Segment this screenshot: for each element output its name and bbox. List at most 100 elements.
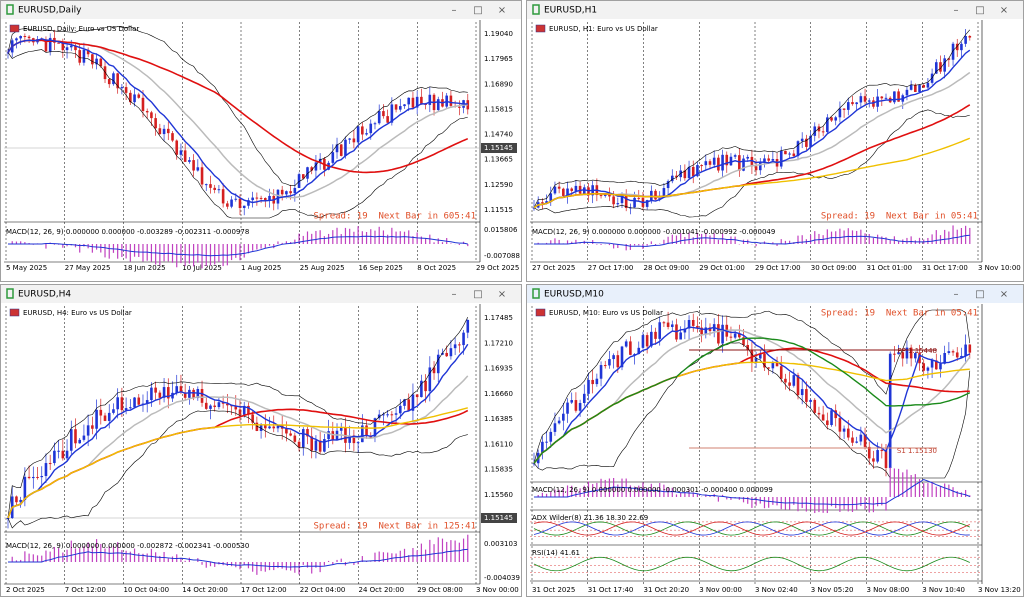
- candle-body: [61, 42, 65, 51]
- candle-body: [955, 43, 959, 51]
- minimize-button[interactable]: –: [452, 289, 457, 300]
- minimize-button[interactable]: –: [954, 289, 959, 300]
- candle-body: [884, 97, 888, 99]
- candle-body: [162, 128, 166, 135]
- candle-body: [65, 47, 69, 51]
- candle-body: [415, 96, 419, 108]
- close-button[interactable]: ×: [498, 5, 506, 16]
- candle-body: [221, 189, 225, 204]
- chart-icon: [6, 4, 14, 15]
- maximize-button[interactable]: □: [473, 289, 482, 300]
- time-label: 17 Oct 12:00: [241, 586, 287, 594]
- ma-long: [7, 39, 469, 174]
- time-label: 29 Oct 2025: [476, 264, 519, 272]
- candle-body: [234, 198, 238, 200]
- candle-body: [939, 62, 942, 72]
- candle-body: [880, 96, 884, 99]
- candle-body: [129, 92, 132, 103]
- candle-body: [784, 378, 787, 383]
- candle-body: [99, 58, 103, 67]
- time-label: 31 Oct 2025: [532, 586, 575, 594]
- candle-body: [771, 362, 775, 369]
- symbol-flag: [535, 24, 546, 33]
- candle-body: [532, 207, 536, 209]
- time-label: 2 Oct 2025: [6, 586, 45, 594]
- price-label: 1.17485: [484, 314, 513, 322]
- candle-body: [57, 42, 60, 44]
- candle-body: [32, 476, 35, 479]
- time-label: 29 Oct 08:00: [417, 586, 463, 594]
- candle-body: [162, 387, 166, 398]
- candle-body: [796, 141, 800, 157]
- candle-body: [922, 85, 926, 88]
- candle-body: [876, 450, 879, 462]
- chart-icon: [6, 288, 14, 299]
- bid-box: [481, 143, 517, 153]
- candle-body: [742, 158, 745, 171]
- maximize-button[interactable]: □: [975, 5, 984, 16]
- indicator-scale-label: 0.003103: [484, 540, 517, 548]
- close-button[interactable]: ×: [1000, 289, 1008, 300]
- price-label: 1.12590: [484, 181, 513, 189]
- window-frame: [526, 0, 1024, 282]
- candle-body: [171, 133, 174, 141]
- candle-body: [805, 138, 808, 147]
- maximize-button[interactable]: □: [473, 5, 482, 16]
- candle-body: [800, 389, 804, 396]
- candle-body: [217, 189, 221, 191]
- candle-body: [788, 153, 791, 155]
- candle-body: [398, 106, 402, 110]
- candle-body: [107, 79, 111, 85]
- candle-body: [120, 87, 124, 89]
- candle-body: [264, 425, 267, 429]
- candle-body: [566, 402, 569, 414]
- candle-body: [700, 327, 703, 335]
- maximize-button[interactable]: □: [975, 289, 984, 300]
- candle-body: [721, 324, 724, 344]
- candle-body: [69, 429, 73, 451]
- candle-body: [826, 420, 829, 426]
- candle-body: [112, 73, 115, 85]
- candle-body: [666, 181, 670, 189]
- candle-body: [792, 153, 796, 157]
- candle-body: [141, 97, 145, 111]
- candle-body: [582, 187, 586, 194]
- candle-body: [361, 126, 364, 135]
- candle-body: [166, 387, 170, 399]
- bollinger-upper: [7, 316, 469, 519]
- candle-body: [276, 425, 280, 429]
- candle-body: [947, 351, 951, 354]
- candle-body: [562, 188, 565, 196]
- candle-body: [27, 36, 31, 39]
- candle-body: [951, 351, 955, 353]
- candle-body: [691, 166, 695, 177]
- candle-body: [633, 197, 636, 208]
- bid-price: 1.15145: [484, 144, 513, 152]
- close-button[interactable]: ×: [498, 289, 506, 300]
- candle-body: [445, 352, 448, 357]
- candle-body: [183, 392, 187, 398]
- candle-body: [960, 43, 963, 51]
- candle-body: [918, 85, 921, 92]
- candle-body: [124, 408, 128, 411]
- close-button[interactable]: ×: [1000, 5, 1008, 16]
- candle-body: [301, 174, 305, 179]
- candle-body: [616, 355, 620, 368]
- minimize-button[interactable]: –: [452, 5, 457, 16]
- time-label: 29 Oct 01:00: [699, 264, 745, 272]
- indicator-label: MACD(12, 26, 9) 0.000000 0.000000 -0.000…: [532, 486, 773, 494]
- chart-window: EURUSD,Daily – □ × 5 May 2025 27 May 2025 18 J…: [0, 0, 522, 282]
- candle-body: [209, 184, 212, 188]
- price-label: 1.11515: [484, 206, 513, 214]
- pivot-label: S1 1.15130: [897, 447, 937, 455]
- time-label: 3 Nov 05:20: [811, 586, 854, 594]
- candle-body: [95, 409, 98, 429]
- candle-body: [242, 405, 246, 415]
- time-label: 30 Oct 09:00: [811, 264, 857, 272]
- candle-body: [280, 189, 284, 195]
- candle-body: [15, 38, 18, 41]
- candle-body: [217, 402, 221, 408]
- chart-label: EURUSD, H1: Euro vs US Dollar: [549, 25, 658, 33]
- candle-body: [763, 353, 766, 368]
- minimize-button[interactable]: –: [954, 5, 959, 16]
